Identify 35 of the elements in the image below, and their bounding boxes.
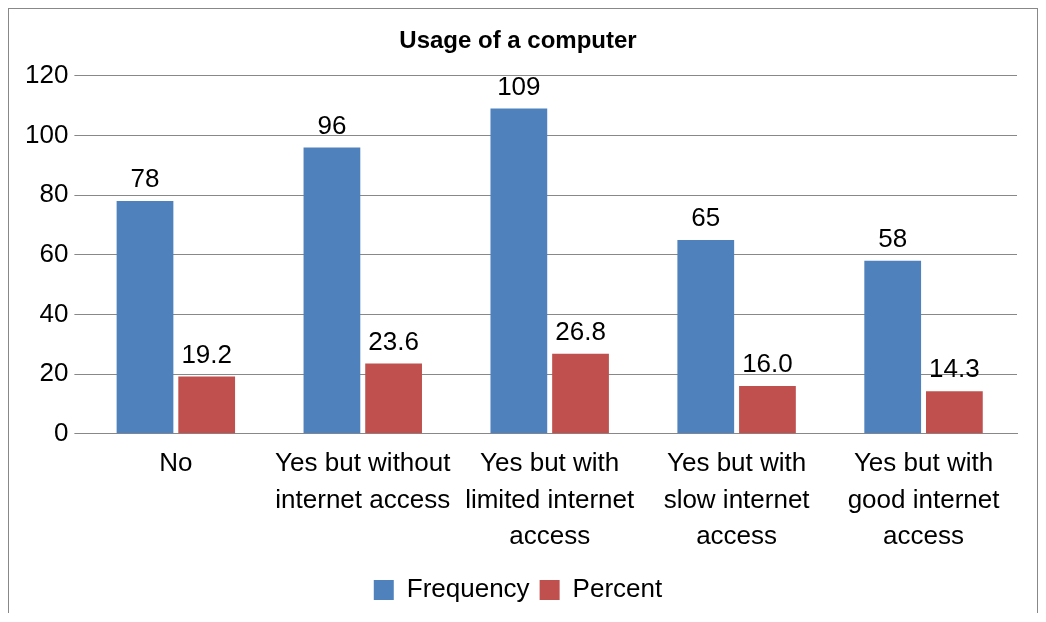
bar bbox=[365, 363, 422, 434]
bar bbox=[739, 386, 796, 434]
bar bbox=[864, 260, 922, 434]
bar bbox=[552, 353, 609, 434]
y-tick-label: 60 bbox=[39, 237, 69, 268]
bar bbox=[926, 391, 983, 434]
data-label: 78 bbox=[130, 163, 160, 194]
legend-label: Frequency bbox=[406, 573, 530, 604]
data-label: 65 bbox=[691, 202, 721, 233]
data-label: 19.2 bbox=[181, 338, 232, 369]
data-label: 23.6 bbox=[368, 325, 419, 356]
x-tick-label: Yes but without internet access bbox=[275, 447, 452, 514]
bar bbox=[178, 376, 236, 434]
data-label: 58 bbox=[878, 222, 908, 253]
x-tick-label: Yes but with slow internet access bbox=[663, 447, 811, 550]
y-tick-label: 20 bbox=[39, 357, 69, 388]
data-label: 96 bbox=[317, 109, 347, 140]
data-label: 109 bbox=[497, 70, 541, 101]
y-tick-label: 40 bbox=[39, 297, 69, 328]
bar bbox=[677, 239, 735, 434]
y-tick-label: 100 bbox=[24, 118, 69, 149]
legend-label: Percent bbox=[572, 573, 663, 604]
x-tick-label: No bbox=[159, 447, 193, 478]
x-tick-label: Yes but with limited internet access bbox=[465, 447, 635, 550]
bar bbox=[303, 147, 361, 434]
y-tick-label: 80 bbox=[39, 178, 69, 209]
bar bbox=[490, 108, 548, 434]
data-label: 14.3 bbox=[929, 353, 980, 384]
x-tick-label: Yes but with good internet access bbox=[847, 447, 1001, 550]
chart-title: Usage of a computer bbox=[399, 26, 637, 54]
y-tick-label: 0 bbox=[53, 416, 69, 447]
y-tick-label: 120 bbox=[24, 58, 69, 89]
bar bbox=[116, 201, 174, 434]
data-label: 26.8 bbox=[555, 316, 606, 347]
data-label: 16.0 bbox=[742, 348, 793, 379]
